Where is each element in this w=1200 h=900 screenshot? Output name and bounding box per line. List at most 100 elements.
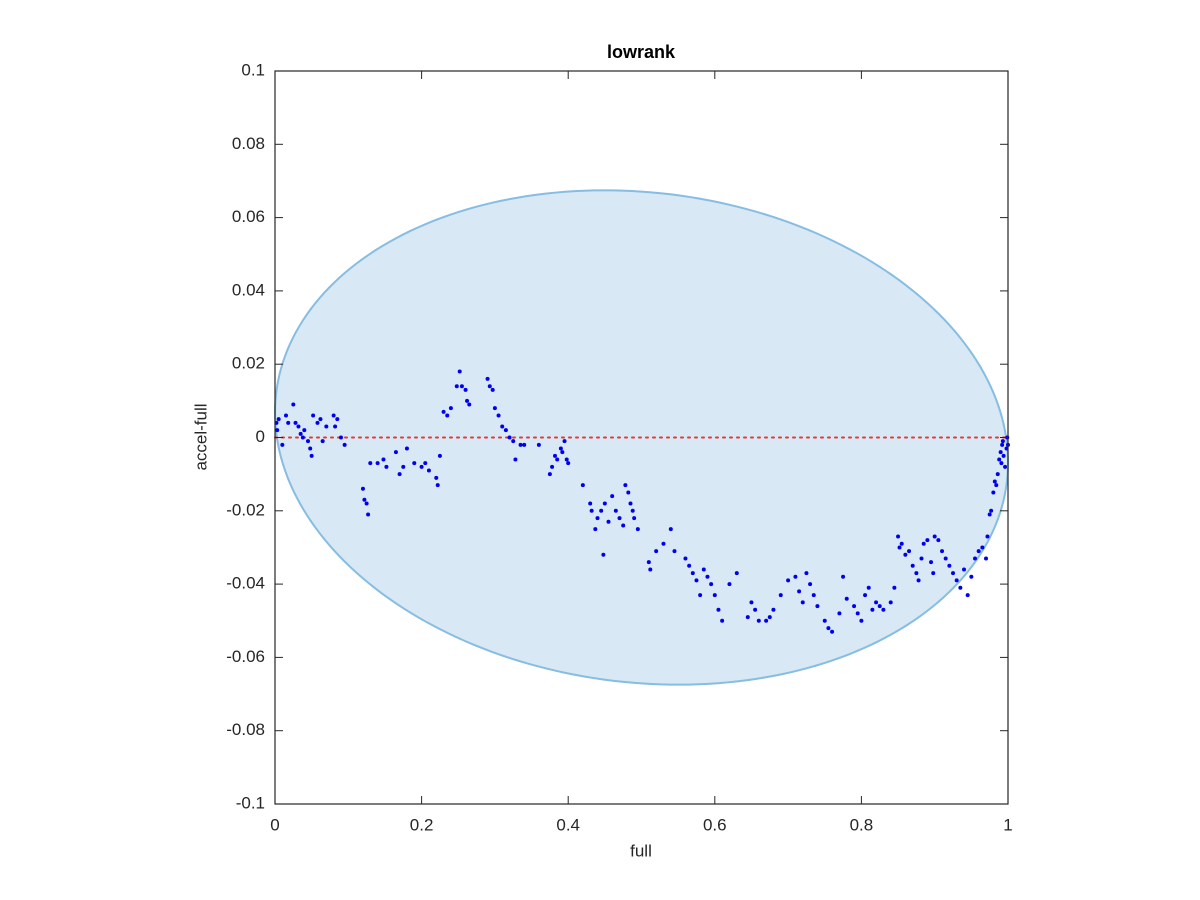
scatter-point [381, 457, 386, 462]
scatter-point [701, 567, 706, 572]
y-tick-label: 0.02 [232, 354, 265, 373]
scatter-point [936, 538, 941, 543]
scatter-point [630, 508, 635, 513]
scatter-point [397, 472, 402, 477]
scatter-point [513, 457, 518, 462]
x-tick-label: 0 [270, 815, 279, 834]
scatter-point [496, 413, 501, 418]
scatter-point [280, 442, 285, 447]
scatter-point [925, 538, 930, 543]
scatter-point [888, 600, 893, 605]
scatter-point [419, 464, 424, 469]
scatter-point [463, 387, 468, 392]
scatter-point [507, 435, 512, 440]
scatter-point [621, 523, 626, 528]
scatter-point [947, 563, 952, 568]
scatter-point [786, 578, 791, 583]
scatter-point [547, 472, 552, 477]
scatter-point [969, 574, 974, 579]
scatter-point [296, 424, 301, 429]
scatter-point [435, 483, 440, 488]
scatter-point [749, 600, 754, 605]
x-tick-label: 1 [1003, 815, 1012, 834]
scatter-point [448, 406, 453, 411]
scatter-point [276, 417, 281, 422]
scatter-point [426, 468, 431, 473]
y-axis-label: accel-full [191, 403, 210, 470]
scatter-point [487, 384, 492, 389]
scatter-point [921, 541, 926, 546]
scatter-point [536, 442, 541, 447]
scatter-point [441, 409, 446, 414]
scatter-point [830, 629, 835, 634]
scatter-point [916, 578, 921, 583]
scatter-point [756, 618, 761, 623]
scatter-point [500, 424, 505, 429]
scatter-point [863, 593, 868, 598]
scatter-point [412, 461, 417, 466]
scatter-point [315, 420, 320, 425]
scatter-point [401, 464, 406, 469]
scatter-point [555, 457, 560, 462]
scatter-point [870, 607, 875, 612]
scatter-point [362, 497, 367, 502]
scatter-point [305, 439, 310, 444]
scatter-point [459, 384, 464, 389]
scatter-point [984, 556, 989, 561]
scatter-point [998, 450, 1003, 455]
scatter-point [745, 615, 750, 620]
scatter-point [293, 420, 298, 425]
chart-title: lowrank [607, 42, 676, 62]
y-tick-label: 0.08 [232, 134, 265, 153]
scatter-point [635, 527, 640, 532]
scatter-point [661, 541, 666, 546]
scatter-point [931, 571, 936, 576]
scatter-point [610, 494, 615, 499]
scatter-point [445, 413, 450, 418]
scatter-point [997, 457, 1002, 462]
scatter-point [999, 461, 1004, 466]
scatter-point [985, 534, 990, 539]
scatter-point [393, 450, 398, 455]
scatter-point [518, 442, 523, 447]
scatter-point [797, 589, 802, 594]
scatter-point [881, 607, 886, 612]
scatter-point [859, 618, 864, 623]
scatter-point [283, 413, 288, 418]
scatter-point [333, 424, 338, 429]
scatter-point [308, 446, 313, 451]
scatter-point [560, 450, 565, 455]
scatter-point [311, 413, 316, 418]
scatter-point [1001, 453, 1006, 458]
scatter-point [943, 556, 948, 561]
scatter-point [837, 611, 842, 616]
scatter-point [320, 439, 325, 444]
scatter-point [841, 574, 846, 579]
scatter-point [562, 439, 567, 444]
scatter-point [852, 604, 857, 609]
x-tick-label: 0.8 [850, 815, 874, 834]
scatter-point [1003, 464, 1008, 469]
scatter-point [992, 479, 997, 484]
scatter-point [800, 600, 805, 605]
y-tick-label: -0.06 [226, 647, 265, 666]
x-tick-label: 0.2 [410, 815, 434, 834]
scatter-point [589, 508, 594, 513]
scatter-point [672, 549, 677, 554]
y-tick-label: -0.1 [236, 793, 265, 812]
y-tick-label: 0 [256, 427, 265, 446]
scatter-point [690, 571, 695, 576]
scatter-point [764, 618, 769, 623]
scatter-point [720, 618, 725, 623]
scatter-point [709, 582, 714, 587]
scatter-point [511, 439, 516, 444]
scatter-point [593, 527, 598, 532]
scatter-point [892, 585, 897, 590]
scatter-point [465, 398, 470, 403]
scatter-point [558, 446, 563, 451]
x-axis-label: full [630, 841, 652, 860]
scatter-point [1000, 439, 1005, 444]
scatter-point [628, 501, 633, 506]
